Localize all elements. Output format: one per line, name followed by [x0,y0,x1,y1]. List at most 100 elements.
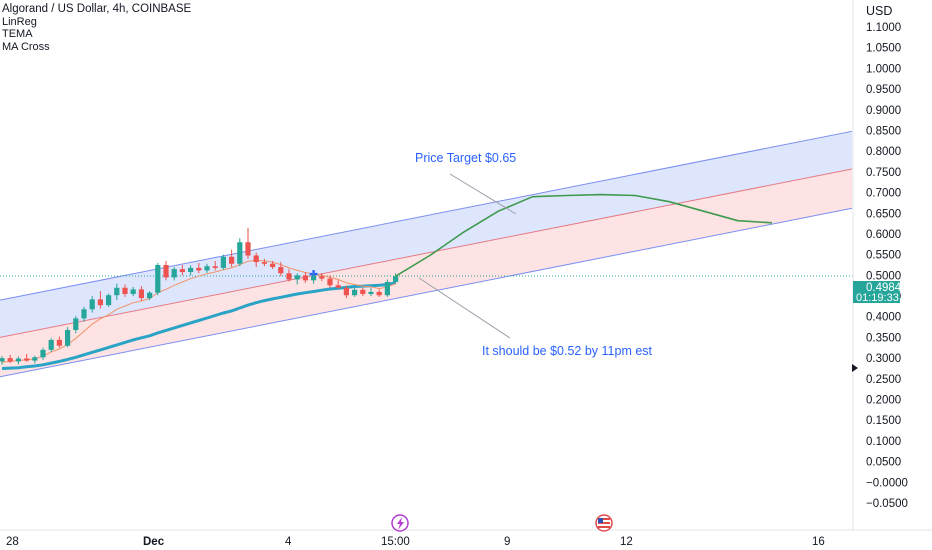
price-tick: 0.6500 [866,208,901,220]
candle-body [376,291,382,296]
candle [220,254,226,270]
price-tick: 0.0500 [866,457,901,469]
price-note-annotation[interactable]: It should be $0.52 by 11pm est [482,344,653,358]
candle-body [343,287,349,296]
channel-middle-line [0,168,853,338]
price-axis[interactable]: USD 1.1000 1.0500 1.0000 0.9500 0.9000 0.8500… [852,0,932,530]
channel-lower-line [0,207,853,378]
price-tick: 0.1500 [866,415,901,427]
linear-regression-channel [0,130,853,378]
price-tick: 0.2500 [866,374,901,386]
currency-label[interactable]: USD [866,4,892,18]
candle [7,354,13,364]
time-tick: 28 [6,536,19,548]
price-tick: 0.2000 [866,395,901,407]
candle-body [7,358,13,362]
candle-body [188,267,194,273]
candle-body [106,295,112,306]
candle [311,273,317,284]
candle-body [384,281,390,296]
indicator-tema[interactable]: TEMA [2,28,33,40]
candle-body [237,242,243,264]
candle-body [368,291,374,294]
scroll-marker-icon[interactable] [852,364,858,372]
candle [138,286,144,302]
candle-body [32,357,38,361]
price-tick: 0.6000 [866,229,901,241]
candle [106,293,112,307]
last-price-value: 0.4984 [866,282,902,294]
price-tick: 0.4000 [866,312,901,324]
channel-lower-band [0,168,852,377]
candle-body [270,263,276,268]
candle [368,287,374,297]
price-tick: 0.9000 [866,105,901,117]
chart-legend: Algorand / US Dollar, 4h, COINBASE LinRe… [2,3,191,53]
candle [204,263,210,273]
candle [335,280,341,289]
price-tick: 0.8500 [866,125,901,137]
candle-body [294,275,300,280]
candle-body [163,265,169,278]
candle [376,289,382,297]
candle [319,273,325,282]
candle-body [253,255,259,263]
indicator-linreg[interactable]: LinReg [2,15,37,28]
candle [261,258,267,267]
us-flag-event-icon[interactable] [595,514,613,532]
time-tick: 4 [285,536,292,548]
price-target-annotation[interactable]: Price Target $0.65 [415,151,516,165]
candle-body [122,287,128,294]
target-callout-line [449,173,517,215]
candle-body [56,339,62,346]
channel-upper-band [0,131,852,338]
candle [343,285,349,299]
candle-body [147,292,153,299]
candle [155,262,161,296]
candle [188,265,194,276]
candle [393,273,399,284]
candle [196,262,202,274]
note-callout-line [418,277,511,339]
candle [122,284,128,297]
candle [229,249,235,268]
candle-body [114,287,120,296]
candle-body [302,275,308,281]
candle [48,338,54,352]
symbol-title[interactable]: Algorand / US Dollar, 4h, COINBASE [2,3,192,15]
candle-body [0,358,5,362]
candle [278,262,284,277]
candle-body [204,266,210,271]
candle [130,286,136,297]
candle [237,238,243,267]
price-tick: −0.0000 [866,477,908,489]
candle-body [360,289,366,294]
annotations[interactable]: Price Target $0.65 It should be $0.52 by… [415,151,653,358]
time-tick: 16 [812,536,825,548]
indicator-ma-cross[interactable]: MA Cross [2,40,50,53]
candle [212,260,218,271]
candle-body [15,358,21,362]
candle-body [138,289,144,299]
candle-body [179,269,185,273]
candle [15,356,21,365]
candle [97,291,103,309]
candle-body [40,349,46,358]
price-tick: 1.0000 [866,63,901,75]
lightning-event-icon[interactable] [391,514,409,532]
candle [270,260,276,270]
candle-body [155,265,161,293]
projection [395,193,773,277]
time-axis[interactable]: 28 Dec 4 15:00 9 12 16 [0,529,932,550]
candlesticks [0,227,399,365]
bar-countdown: 01:19:33 [856,292,899,304]
candle-body [352,289,358,296]
candle-body [73,318,79,330]
price-tick: 0.3000 [866,353,901,365]
price-tick: 0.1000 [866,436,901,448]
candle-body [65,329,71,346]
candle-body [245,242,251,256]
candle-body [311,276,317,281]
candle [81,306,87,322]
